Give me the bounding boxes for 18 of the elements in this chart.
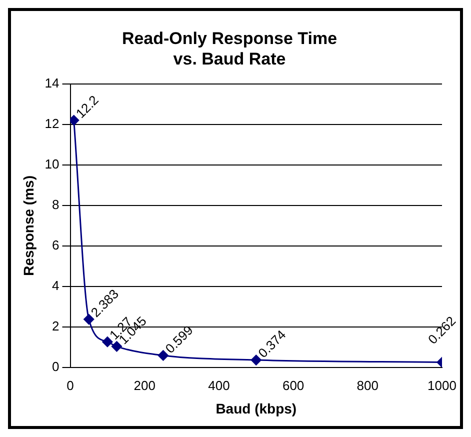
y-tick-label: 6 [52, 238, 60, 253]
y-tick-label: 10 [44, 156, 60, 172]
x-tick-label: 800 [356, 378, 379, 393]
data-label: 12.2 [72, 92, 102, 121]
x-tick-label: 1000 [428, 378, 456, 393]
y-axis-title: Response (ms) [20, 176, 36, 276]
y-tick-label: 4 [52, 278, 60, 294]
x-tick-label: 600 [282, 378, 304, 393]
x-tick-label: 400 [208, 378, 230, 393]
y-tick-label: 12 [44, 116, 60, 131]
y-tick-label: 0 [52, 359, 60, 374]
x-tick-label: 0 [66, 378, 74, 393]
y-tick-label: 2 [52, 318, 60, 334]
x-tick-label: 200 [134, 378, 156, 393]
y-tick-label: 14 [44, 75, 60, 90]
x-axis-title: Baud (kbps) [216, 400, 297, 416]
y-tick-label: 8 [52, 197, 60, 212]
chart-title: Read-Only Response Time vs. Baud Rate [122, 28, 338, 68]
